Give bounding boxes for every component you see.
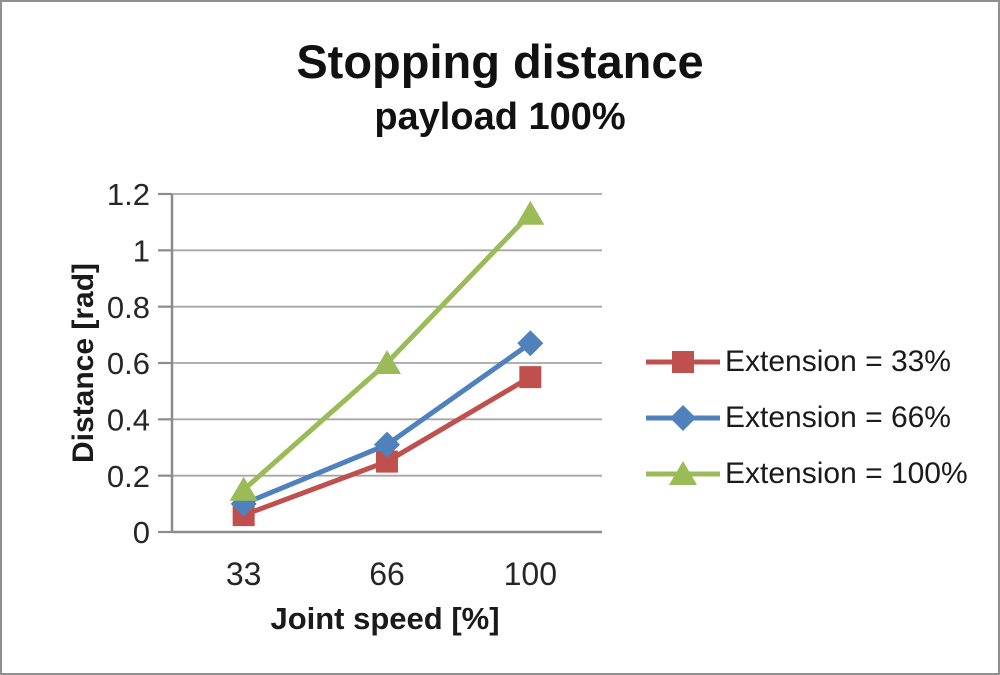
y-axis-title: Distance [rad] xyxy=(67,262,100,464)
y-tick-label: 0 xyxy=(133,515,150,550)
chart-subtitle: payload 100% xyxy=(374,96,626,138)
legend-item: Extension = 66% xyxy=(646,390,968,446)
x-tick-label: 33 xyxy=(226,556,262,592)
square-series-marker-icon xyxy=(646,351,720,373)
legend-label: Extension = 33% xyxy=(725,345,951,378)
data-point-marker xyxy=(229,476,258,501)
y-tick-label: 1.2 xyxy=(107,177,150,212)
legend-marker-shape xyxy=(669,461,697,485)
x-axis-title: Joint speed [%] xyxy=(270,601,500,636)
data-point-marker xyxy=(376,450,398,473)
data-point-marker xyxy=(374,431,400,458)
x-tick-label: 66 xyxy=(369,556,405,592)
triangle-series-marker-icon xyxy=(646,461,720,485)
data-point-marker xyxy=(517,330,544,357)
y-tick-label: 0.8 xyxy=(107,290,150,325)
y-tick-label: 0.6 xyxy=(107,346,150,381)
diamond-series-marker-icon xyxy=(646,405,720,431)
y-tick-label: 0.4 xyxy=(107,402,150,437)
legend: Extension = 33% Extension = 66% Extensio… xyxy=(646,334,968,502)
legend-marker-shape xyxy=(672,351,694,373)
y-tick-label: 1 xyxy=(133,233,150,268)
chart-title: Stopping distance xyxy=(296,35,704,88)
data-point-marker xyxy=(373,350,401,374)
y-tick-label: 0.2 xyxy=(107,459,150,494)
data-point-marker xyxy=(516,200,545,225)
x-tick-label: 100 xyxy=(504,556,557,592)
legend-label: Extension = 100% xyxy=(725,457,968,490)
data-point-marker xyxy=(519,366,542,389)
legend-item: Extension = 33% xyxy=(646,334,968,390)
legend-item: Extension = 100% xyxy=(646,446,968,502)
legend-marker-shape xyxy=(670,405,696,431)
legend-label: Extension = 66% xyxy=(725,401,951,434)
